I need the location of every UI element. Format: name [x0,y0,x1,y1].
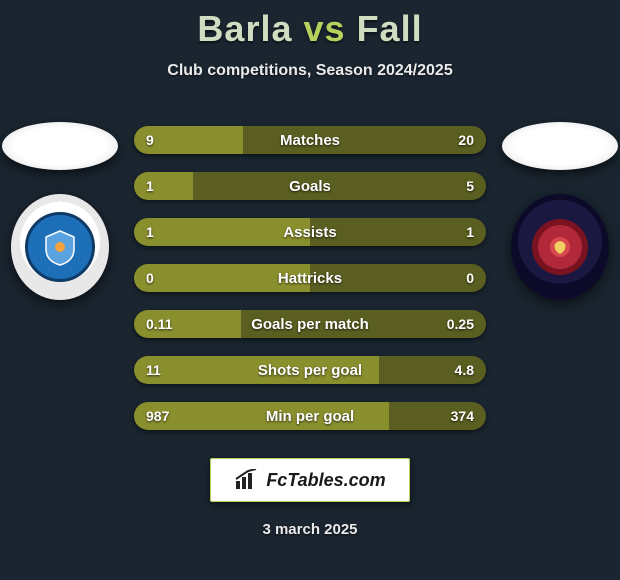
stat-label: Goals per match [134,310,486,338]
stat-label: Shots per goal [134,356,486,384]
stat-row: Assists1 1 [134,218,486,246]
player1-club-badge [11,194,109,300]
stat-value-left: 0 [134,264,166,292]
player2-photo-placeholder [502,122,618,170]
stat-value-right: 4.8 [443,356,486,384]
stat-value-left: 1 [134,172,166,200]
stat-value-left: 0.11 [134,310,184,338]
stat-value-left: 9 [134,126,166,154]
stat-value-right: 20 [446,126,486,154]
comparison-panel: Matches920Goals15Assists11Hattricks00Goa… [0,110,620,480]
player2-club-badge [511,194,609,300]
player2-name: Fall [357,8,423,49]
fctables-watermark[interactable]: FcTables.com [210,458,410,502]
stat-row: Hattricks0 0 [134,264,486,292]
stat-row: Min per goal987 374 [134,402,486,430]
stats-list: Matches920Goals15Assists11Hattricks00Goa… [134,126,486,430]
competition-subtitle: Club competitions, Season 2024/2025 [0,62,620,80]
player-right-column [500,122,620,300]
stat-label: Hattricks [134,264,486,292]
watermark-text: FcTables.com [266,470,385,491]
stat-row: Goals1 5 [134,172,486,200]
stat-value-left: 1 [134,218,166,246]
stat-value-right: 0.25 [435,310,486,338]
stat-value-right: 1 [454,218,486,246]
stat-value-right: 374 [439,402,486,430]
player-left-column [0,122,120,300]
stat-label: Matches [134,126,486,154]
stat-value-right: 5 [454,172,486,200]
vs-label: vs [304,8,346,49]
comparison-title: Barla vs Fall [0,0,620,50]
lion-icon [545,232,575,262]
player1-photo-placeholder [2,122,118,170]
stat-value-left: 987 [134,402,181,430]
stat-row: Goals per match0.11 0.25 [134,310,486,338]
stat-row: Shots per goal11 4.8 [134,356,486,384]
chart-icon [234,469,260,491]
jamshedpur-badge-inner [25,212,95,282]
delhi-dynamos-badge-inner [532,219,588,275]
player1-name: Barla [197,8,292,49]
stat-value-left: 11 [134,356,173,384]
stat-label: Goals [134,172,486,200]
comparison-date: 3 march 2025 [0,521,620,538]
shield-icon [40,227,80,267]
stat-value-right: 0 [454,264,486,292]
stat-label: Assists [134,218,486,246]
stat-row: Matches9 20 [134,126,486,154]
stat-label: Min per goal [134,402,486,430]
